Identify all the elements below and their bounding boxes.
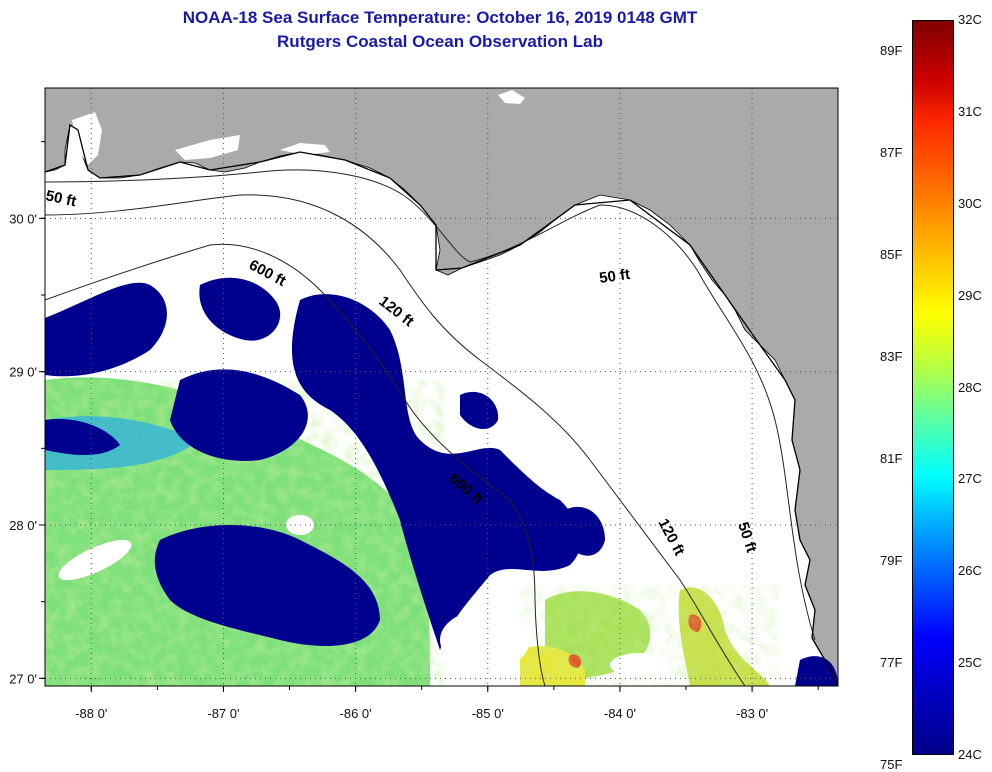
sst-cold-cloud — [45, 282, 167, 377]
sst-cold-cloud — [154, 525, 380, 646]
contour-label: 50 ft — [44, 187, 78, 210]
x-tick-label: -88 0' — [75, 706, 107, 721]
colorbar-fahrenheit-label: 89F — [880, 42, 903, 58]
y-tick-label: 27 0' — [9, 671, 37, 686]
map-title: NOAA-18 Sea Surface Temperature: October… — [182, 8, 698, 27]
colorbar-celsius-label: 32C — [958, 12, 982, 27]
contour-120ft — [45, 194, 746, 686]
colorbar-celsius-label: 29C — [958, 287, 982, 303]
x-tick-label: -85 0' — [472, 706, 504, 721]
x-tick-label: -83 0' — [736, 706, 768, 721]
x-tick-label: -87 0' — [207, 706, 239, 721]
colorbar-fahrenheit-label: 85F — [880, 246, 903, 262]
sst-cold-cloud — [199, 277, 281, 341]
colorbar-fahrenheit-label: 81F — [880, 450, 903, 466]
sst-cold-cloud — [170, 369, 308, 461]
colorbar-celsius-label: 27C — [958, 471, 982, 487]
map-subtitle: Rutgers Coastal Ocean Observation Lab — [277, 32, 603, 51]
bay — [280, 143, 330, 155]
sst-cold-cloud — [460, 391, 499, 430]
cloud-patch — [440, 610, 530, 670]
colorbar-fahrenheit-label: 87F — [880, 144, 903, 160]
x-tick-label: -86 0' — [340, 706, 372, 721]
cloud-patch — [58, 539, 132, 581]
colorbar-celsius-label: 24C — [958, 747, 982, 762]
sst-cold-cloud — [45, 419, 120, 455]
contour-600ft — [45, 243, 546, 686]
colorbar-celsius-label: 28C — [958, 379, 982, 395]
coastline — [44, 123, 839, 687]
colorbar-celsius-label: 26C — [958, 563, 982, 579]
y-tick-label: 30 0' — [9, 211, 37, 226]
colorbar-celsius-label: 31C — [958, 103, 982, 119]
colorbar-fahrenheit-label: 75F — [880, 757, 903, 772]
colorbar-celsius-label: 30C — [958, 195, 982, 211]
sst-cold-cloud — [565, 506, 605, 556]
sst-cold-cloud — [291, 294, 581, 650]
y-tick-label: 29 0' — [9, 365, 37, 380]
y-tick-label: 28 0' — [9, 518, 37, 533]
colorbar-fahrenheit-label: 77F — [880, 655, 903, 671]
contour-label: 50 ft — [598, 266, 631, 287]
colorbar-fahrenheit-label: 83F — [880, 348, 903, 364]
plot-frame — [44, 87, 839, 687]
bay — [498, 90, 525, 104]
contour-50ft-west — [45, 169, 816, 641]
cloud-patch — [610, 653, 670, 677]
temperature-colorbar — [912, 20, 954, 755]
bay — [72, 112, 102, 165]
colorbar-fahrenheit-label: 79F — [880, 553, 903, 569]
colorbar-celsius-label: 25C — [958, 655, 982, 671]
x-tick-label: -84 0' — [604, 706, 636, 721]
